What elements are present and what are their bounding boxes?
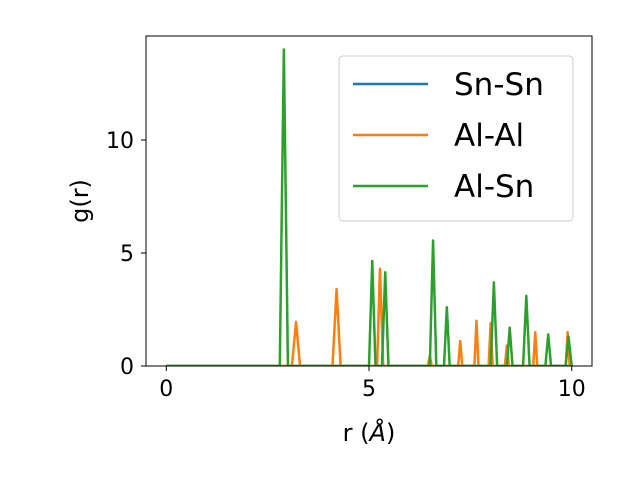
y-axis-ticks: 0 5 10 bbox=[106, 129, 146, 380]
y-tick-label: 5 bbox=[120, 242, 134, 267]
legend-label-al-sn: Al-Sn bbox=[454, 169, 534, 205]
x-axis-label-close: ) bbox=[386, 419, 395, 447]
x-axis-ticks: 0 5 10 bbox=[159, 366, 586, 402]
x-tick-label: 5 bbox=[362, 377, 376, 402]
legend: Sn-Sn Al-Al Al-Sn bbox=[338, 55, 574, 222]
series-line-al-sn bbox=[166, 48, 573, 366]
legend-box bbox=[338, 55, 574, 222]
y-tick-label: 0 bbox=[120, 355, 134, 380]
legend-label-sn-sn: Sn-Sn bbox=[454, 67, 544, 103]
series-line-al-al bbox=[166, 267, 572, 366]
legend-label-al-al: Al-Al bbox=[454, 118, 524, 154]
series-layer bbox=[166, 48, 573, 366]
y-axis-label: g(r) bbox=[66, 179, 94, 223]
x-axis-label: r (Å) bbox=[343, 418, 396, 447]
y-tick-label: 10 bbox=[106, 129, 134, 154]
x-tick-label: 0 bbox=[159, 377, 173, 402]
x-axis-label-unit: Å bbox=[368, 418, 386, 447]
x-axis-label-main: r ( bbox=[343, 419, 370, 447]
x-tick-label: 10 bbox=[558, 377, 586, 402]
